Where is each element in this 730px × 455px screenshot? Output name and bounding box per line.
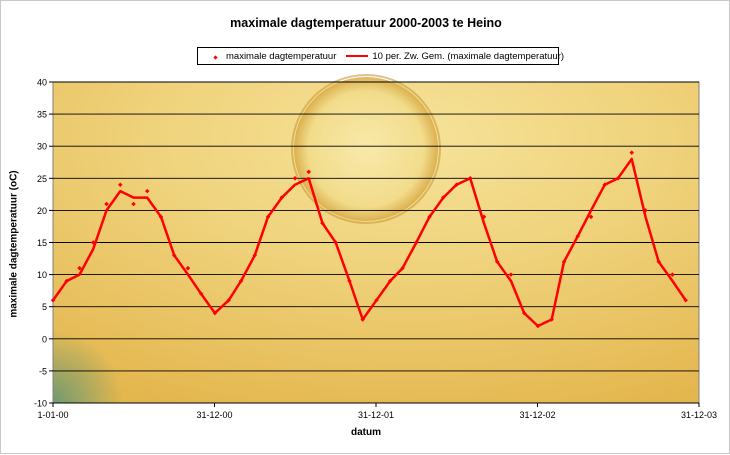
y-tick-label: 25 (37, 174, 47, 184)
y-tick-label: 15 (37, 238, 47, 248)
y-tick-label: -5 (39, 366, 47, 376)
legend-label-line: 10 per. Zw. Gem. (maximale dagtemperatuu… (372, 50, 565, 62)
x-tick-label: 31-12-02 (519, 410, 555, 420)
legend-item-points: maximale dagtemperatuur (204, 51, 336, 62)
x-tick-labels: 1-01-00 31-12-00 31-12-01 31-12-02 31-12-03 (37, 403, 717, 420)
legend-label-points: maximale dagtemperatuur (226, 50, 337, 62)
series-line (51, 157, 687, 328)
y-tick-label: 35 (37, 110, 47, 120)
y-tick-label: 0 (42, 334, 47, 344)
y-tick-label: 40 (37, 78, 47, 88)
data-point (185, 265, 191, 271)
sun-ring (291, 74, 441, 224)
green-corner (53, 331, 123, 403)
x-tick-label: 1-01-00 (37, 410, 68, 420)
data-point (117, 182, 123, 187)
x-tick-label: 31-12-03 (681, 410, 717, 420)
legend-item-line: 10 per. Zw. Gem. (maximale dagtemperatuu… (346, 51, 564, 62)
sun-shape (294, 77, 438, 221)
legend: maximale dagtemperatuur 10 per. Zw. Gem.… (197, 47, 564, 65)
y-tick-label: 30 (37, 142, 47, 152)
y-tick-label: 5 (42, 302, 47, 312)
y-tick-label: -10 (34, 399, 47, 409)
legend-marker-line (346, 55, 369, 57)
x-axis-label: datum (351, 427, 381, 438)
x-tick-label: 31-12-00 (196, 410, 232, 420)
y-tick-labels: -10 -5 0 5 10 15 20 25 30 35 40 (34, 78, 53, 409)
y-tick-label: 10 (37, 270, 47, 280)
moving-average-line (51, 157, 687, 328)
data-point (670, 272, 675, 277)
x-tick-label: 31-12-01 (358, 410, 394, 420)
chart-title: maximale dagtemperatuur 2000-2003 te Hei… (230, 16, 502, 30)
data-point (508, 272, 514, 277)
plot-background (52, 74, 700, 404)
y-tick-label: 20 (37, 206, 47, 216)
data-point (104, 201, 109, 207)
